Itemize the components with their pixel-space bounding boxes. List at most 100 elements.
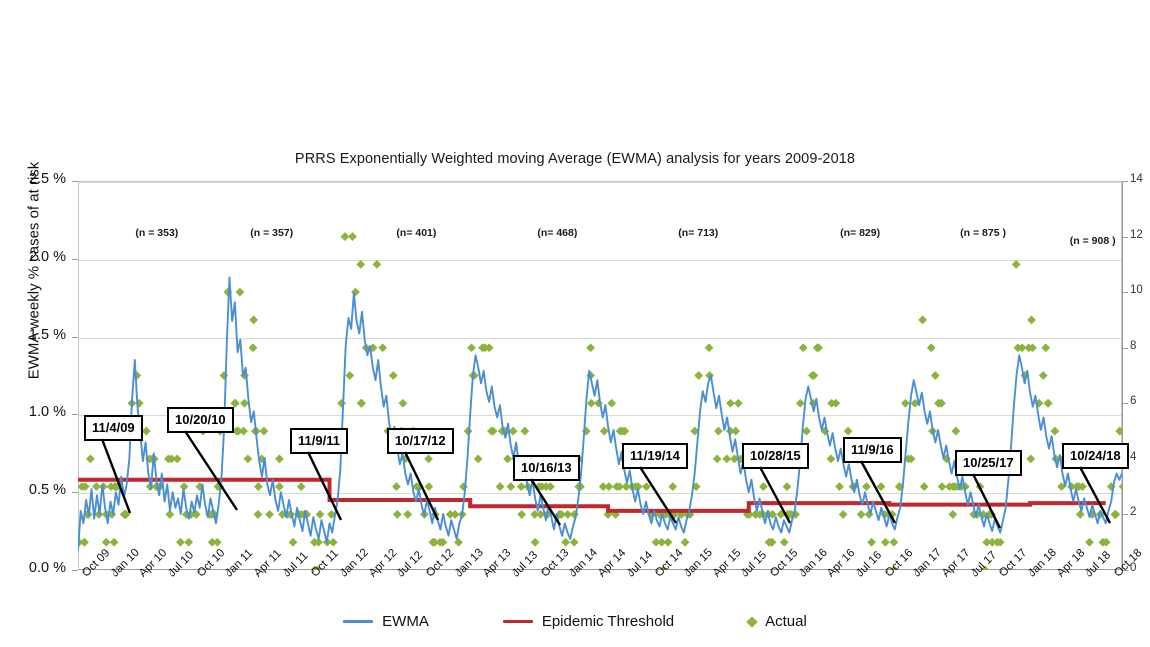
actual-point <box>599 426 609 436</box>
actual-point <box>798 343 808 353</box>
sample-size-label: (n= 829) <box>840 226 881 239</box>
x-tick-mark <box>1116 570 1117 575</box>
sample-size-label: (n = 353) <box>135 226 179 239</box>
y-tick-label-left: 1.5 % <box>28 326 66 343</box>
actual-point <box>463 426 473 436</box>
date-callout: 11/9/16 <box>843 437 902 463</box>
y-tick-label-right: 0 <box>1130 562 1137 574</box>
x-tick-mark <box>399 570 401 575</box>
actual-point <box>722 454 732 464</box>
actual-point <box>733 398 743 408</box>
x-tick-mark <box>256 570 257 575</box>
x-tick-mark <box>141 570 143 575</box>
x-tick-mark <box>198 570 200 575</box>
actual-point <box>586 343 596 353</box>
legend-item[interactable]: EWMA <box>343 613 429 630</box>
x-tick-mark <box>313 570 315 575</box>
actual-point <box>975 482 985 492</box>
actual-point <box>731 426 741 436</box>
actual-point <box>248 343 258 353</box>
actual-point <box>240 398 249 408</box>
x-tick-mark <box>600 570 601 575</box>
y-tick-label-left: 0.5 % <box>28 482 66 499</box>
actual-point <box>937 398 946 408</box>
actual-point <box>569 537 579 547</box>
y-tick-label-right: 8 <box>1130 339 1137 352</box>
date-callout: 11/4/09 <box>84 415 143 441</box>
y-tick-mark-right <box>1122 403 1128 405</box>
actual-point <box>604 482 614 492</box>
date-callout: 11/9/11 <box>290 428 348 454</box>
x-tick-mark <box>686 570 687 575</box>
actual-point <box>530 537 540 547</box>
date-callout: 10/24/18 <box>1062 443 1129 469</box>
actual-point <box>918 315 927 325</box>
x-tick-mark <box>944 570 945 575</box>
sample-size-label: (n = 908 ) <box>1069 234 1116 247</box>
x-tick-mark <box>370 570 372 575</box>
actual-point <box>937 482 947 492</box>
actual-point <box>403 510 413 519</box>
y-tick-mark-left <box>72 181 78 182</box>
actual-point <box>668 482 678 492</box>
ewma-line <box>78 276 1122 552</box>
x-tick-mark <box>514 570 515 575</box>
x-tick-mark <box>227 570 229 575</box>
actual-point <box>586 398 596 408</box>
actual-point <box>694 371 704 380</box>
x-tick-mark <box>170 570 171 575</box>
actual-point <box>101 537 111 547</box>
gridline <box>79 415 1121 417</box>
actual-point <box>835 482 844 492</box>
actual-point <box>259 426 269 436</box>
actual-point <box>680 537 690 547</box>
actual-point <box>235 287 245 297</box>
actual-point <box>467 343 476 353</box>
gridline <box>79 182 1121 183</box>
actual-point <box>398 398 408 408</box>
actual-point <box>704 343 714 353</box>
actual-point <box>714 426 723 436</box>
y-tick-mark-right <box>1122 347 1128 349</box>
actual-point <box>795 398 805 408</box>
legend-item[interactable]: Epidemic Threshold <box>502 613 674 630</box>
actual-point <box>831 398 841 408</box>
legend-line-swatch <box>502 620 533 623</box>
sample-size-label: (n= 713) <box>678 226 719 239</box>
x-tick-mark <box>542 570 544 575</box>
actual-point <box>85 454 95 464</box>
x-tick-mark <box>485 570 487 575</box>
y-tick-label-left: 1.0 % <box>28 404 66 421</box>
actual-point <box>424 482 434 492</box>
actual-point <box>1115 426 1122 436</box>
x-tick-mark <box>714 570 716 575</box>
legend-item[interactable]: Actual <box>746 613 807 630</box>
date-callout: 10/17/12 <box>387 428 454 454</box>
date-callout: 10/16/13 <box>513 455 580 481</box>
page-title: PRRS Exponentially Weighted moving Avera… <box>294 151 856 167</box>
legend-diamond-icon <box>746 615 758 628</box>
actual-point <box>473 454 483 464</box>
actual-point <box>454 537 463 547</box>
actual-point <box>265 510 275 519</box>
actual-point <box>424 454 433 464</box>
series-layer <box>78 232 1122 570</box>
x-tick-mark <box>112 570 114 575</box>
actual-point <box>1038 371 1048 380</box>
actual-point <box>1111 510 1121 519</box>
actual-point <box>172 454 182 464</box>
y-tick-label-right: 6 <box>1130 395 1137 408</box>
legend-line-swatch <box>343 620 374 623</box>
gridline <box>79 337 1121 339</box>
x-tick-mark <box>342 570 343 575</box>
actual-point <box>109 537 119 547</box>
date-callout: 10/20/10 <box>167 407 234 433</box>
sample-size-label: (n= 401) <box>396 226 437 239</box>
actual-point <box>392 510 402 519</box>
actual-point <box>356 259 366 269</box>
actual-point <box>495 482 505 492</box>
y-tick-mark-right <box>1122 181 1128 182</box>
actual-point <box>506 482 516 492</box>
actual-point <box>657 537 667 547</box>
